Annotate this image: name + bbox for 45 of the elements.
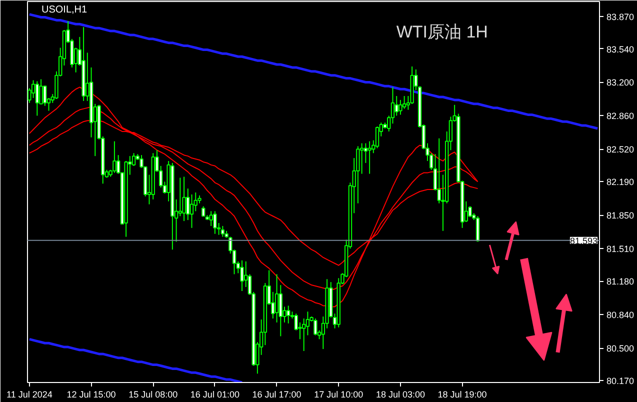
y-tick-label: 81.180 (606, 276, 634, 287)
x-tick-label: 12 Jul 15:00 (66, 390, 116, 400)
y-tick-label: 81.850 (606, 210, 634, 221)
chart-title: USOIL,H1 (42, 4, 88, 16)
x-tick-label: 15 Jul 08:00 (128, 390, 178, 400)
candlestick (178, 177, 182, 217)
line-series (28, 13, 599, 130)
candlestick (274, 274, 279, 323)
y-tick-label: 82.860 (606, 111, 634, 122)
candlestick (476, 216, 480, 242)
candlestick (35, 80, 40, 116)
y-tick-label: 80.840 (606, 310, 634, 320)
candlestick (202, 206, 206, 217)
y-tick-label: 83.870 (606, 12, 634, 22)
candlestick (240, 260, 244, 292)
candlestick (286, 305, 290, 324)
y-tick-label: 80.500 (606, 344, 634, 354)
x-tick-label: 16 Jul 17:00 (252, 390, 302, 400)
annotation: WTI原油 1H (396, 22, 488, 42)
candlestick (468, 206, 472, 218)
candlestick (375, 126, 380, 149)
candlestick (314, 318, 318, 336)
candlestick (182, 176, 186, 222)
candlestick (368, 140, 372, 174)
candlestick (43, 86, 47, 106)
ref-line-label: 81.593 (570, 236, 598, 246)
line-series (28, 338, 244, 382)
x-tick-label: 11 Jul 2024 (6, 390, 52, 400)
candlestick (213, 210, 217, 234)
y-tick-label: 83.200 (606, 78, 634, 88)
y-tick-label: 81.510 (606, 244, 634, 254)
y-tick-label: 82.520 (606, 144, 634, 155)
candlestick (220, 225, 225, 238)
y-tick-label: 82.190 (606, 177, 634, 188)
x-tick-label: 18 Jul 03:00 (376, 390, 425, 400)
y-tick-label: 83.540 (606, 44, 634, 54)
y-tick-label: 80.170 (606, 376, 634, 386)
candlestick (398, 99, 402, 116)
x-tick-label: 16 Jul 01:00 (190, 390, 240, 400)
x-tick-label: 18 Jul 19:00 (438, 390, 487, 400)
candlestick (209, 210, 213, 226)
candlestick (394, 96, 398, 116)
candlestick (190, 194, 194, 228)
x-tick-label: 17 Jul 10:00 (314, 390, 364, 400)
candlestick (112, 140, 116, 174)
